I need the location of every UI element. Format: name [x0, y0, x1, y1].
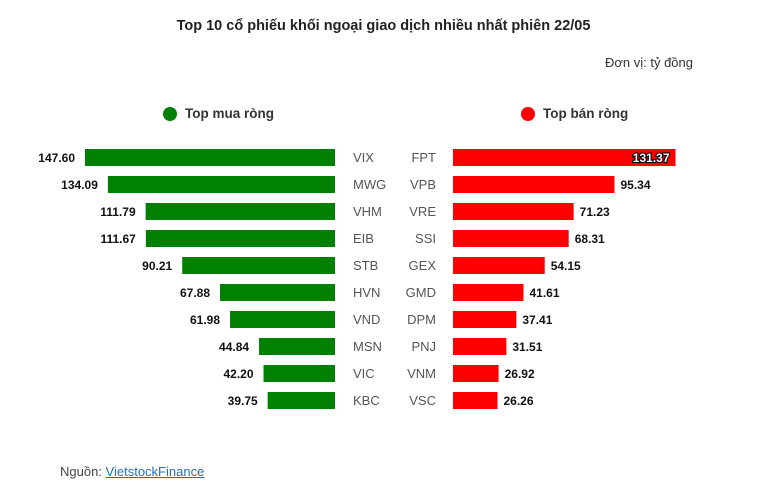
buy-bar	[145, 203, 335, 220]
chart-title: Top 10 cổ phiếu khối ngoại giao dịch nhi…	[176, 18, 591, 34]
buy-ticker-label: KBC	[353, 393, 380, 408]
buy-bar	[267, 392, 335, 409]
buy-value-label: 147.60	[38, 151, 75, 165]
sell-value-label: 131.37	[633, 151, 670, 165]
sell-ticker-label: DPM	[407, 312, 436, 327]
legend-buy-dot-icon	[163, 106, 177, 121]
buy-bar	[259, 338, 335, 355]
sell-bar	[453, 392, 498, 409]
buy-ticker-label: VIX	[353, 150, 374, 165]
sell-bar	[453, 338, 507, 355]
buy-value-label: 111.79	[100, 205, 136, 219]
source-prefix: Nguồn:	[60, 464, 106, 479]
legend-sell-dot-icon	[521, 106, 535, 121]
buy-ticker-label: VIC	[353, 366, 375, 381]
sell-bar	[453, 203, 574, 220]
source-line: Nguồn: VietstockFinance	[60, 464, 204, 479]
buy-value-label: 42.20	[223, 367, 253, 381]
buy-value-label: 67.88	[180, 286, 210, 300]
sell-ticker-label: VPB	[410, 177, 436, 192]
buy-value-label: 39.75	[228, 394, 258, 408]
sell-ticker-label: VNM	[407, 366, 436, 381]
sell-bar	[453, 365, 499, 382]
sell-value-label: 71.23	[580, 205, 610, 219]
sell-ticker-label: SSI	[415, 231, 436, 246]
buy-bar	[230, 311, 335, 328]
sell-value-label: 41.61	[529, 286, 559, 300]
sell-ticker-label: GEX	[409, 258, 437, 273]
sell-bar	[453, 149, 676, 166]
buy-ticker-label: STB	[353, 258, 378, 273]
unit-label: Đơn vị: tỷ đồng	[604, 55, 693, 70]
buy-ticker-label: MWG	[353, 177, 386, 192]
buy-ticker-label: VND	[353, 312, 380, 327]
legend-buy-label: Top mua ròng	[185, 106, 274, 121]
buy-value-label: 134.09	[61, 178, 98, 192]
sell-bar	[453, 257, 545, 274]
legend-sell-label: Top bán ròng	[543, 106, 629, 121]
sell-value-label: 95.34	[620, 178, 650, 192]
source-link[interactable]: VietstockFinance	[105, 464, 205, 479]
buy-value-label: 44.84	[219, 340, 249, 354]
buy-ticker-label: HVN	[353, 285, 380, 300]
sell-bar	[453, 284, 524, 301]
sell-ticker-label: FPT	[411, 150, 436, 165]
sell-bar	[453, 230, 569, 247]
sell-value-label: 26.92	[505, 367, 535, 381]
sell-ticker-label: VRE	[409, 204, 436, 219]
buy-bar	[145, 230, 335, 247]
buy-bar	[85, 149, 335, 166]
legend-sell: Top bán ròng	[521, 106, 628, 121]
sell-ticker-label: GMD	[406, 285, 436, 300]
sell-value-label: 37.41	[522, 313, 552, 327]
sell-value-label: 26.26	[503, 394, 533, 408]
sell-bar	[453, 311, 517, 328]
buy-bar	[182, 257, 335, 274]
buy-ticker-label: MSN	[353, 339, 382, 354]
buy-bar	[263, 365, 335, 382]
buy-ticker-label: VHM	[353, 204, 382, 219]
buy-value-label: 90.21	[142, 259, 172, 273]
legend-buy: Top mua ròng	[163, 106, 274, 121]
sell-bar	[453, 176, 615, 193]
sell-ticker-label: PNJ	[411, 339, 436, 354]
buy-value-label: 111.67	[100, 232, 136, 246]
buy-value-label: 61.98	[190, 313, 220, 327]
buy-bar	[220, 284, 335, 301]
sell-value-label: 31.51	[512, 340, 542, 354]
sell-value-label: 54.15	[551, 259, 581, 273]
buy-bar	[107, 176, 336, 193]
sell-ticker-label: VSC	[409, 393, 436, 408]
sell-value-label: 68.31	[575, 232, 605, 246]
buy-ticker-label: EIB	[353, 231, 374, 246]
